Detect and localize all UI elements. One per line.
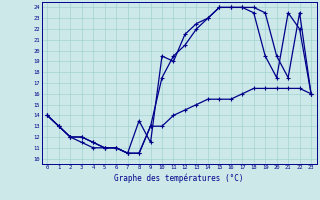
X-axis label: Graphe des températures (°C): Graphe des températures (°C) [115,173,244,183]
